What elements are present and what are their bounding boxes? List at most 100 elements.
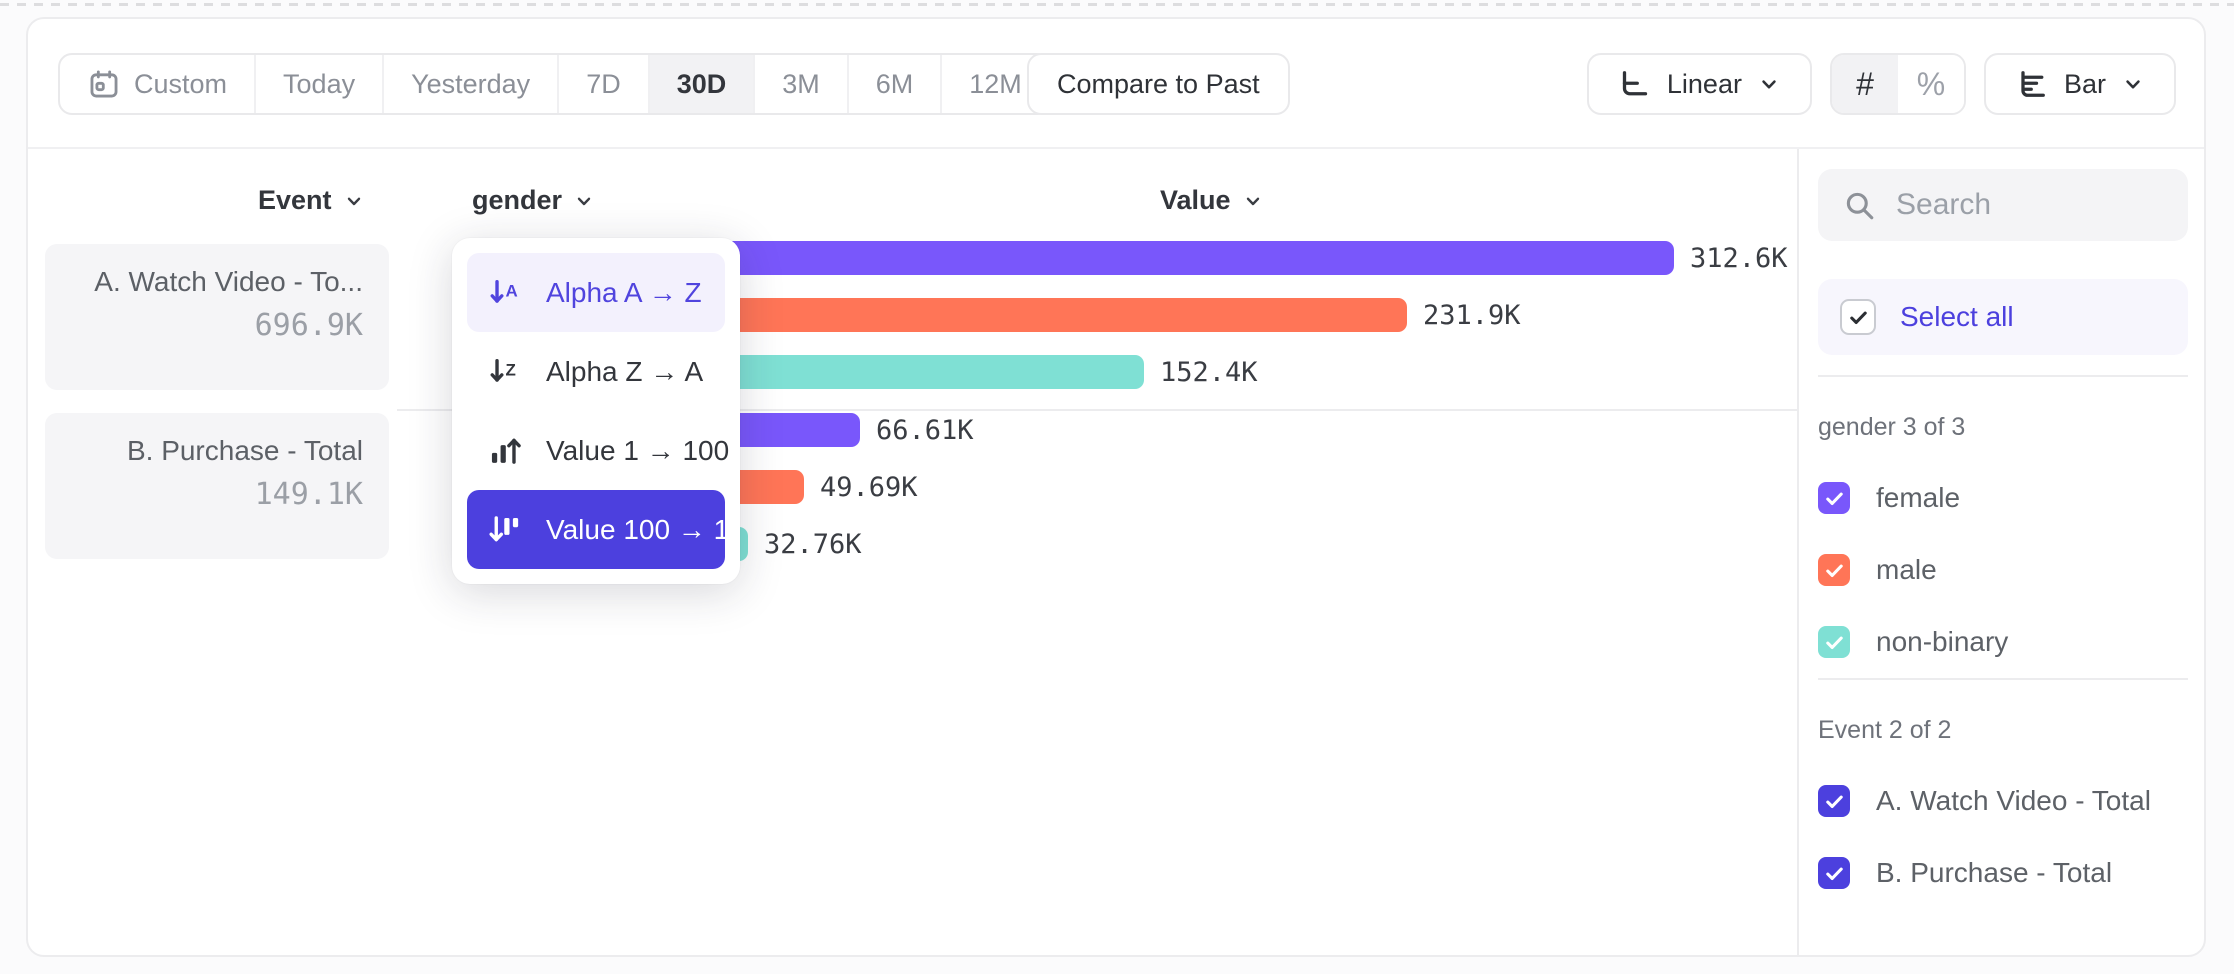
bar-female[interactable] xyxy=(640,241,1674,275)
chevron-down-icon xyxy=(572,189,596,213)
sort-option-label: Value 1 → 100 xyxy=(546,434,730,466)
checkbox-male[interactable] xyxy=(1818,554,1850,586)
filter-item-label: female xyxy=(1876,482,1961,513)
chart-type-dropdown-button[interactable]: Bar xyxy=(1983,53,2176,115)
sort-option-alpha-z-a[interactable]: Z Alpha Z → A xyxy=(467,332,725,411)
bar-value-label: 49.69K xyxy=(820,471,918,503)
event-card-total: 696.9K xyxy=(254,308,363,343)
date-range-yesterday[interactable]: Yesterday xyxy=(384,55,560,113)
sort-dropdown-menu: A Alpha A → Z Z Alpha Z → A Value 1 → 100 Val… xyxy=(452,238,740,584)
svg-text:Z: Z xyxy=(506,360,516,379)
report-body: Event gender Value A. Watch Video - To..… xyxy=(28,149,2204,955)
bar-male[interactable] xyxy=(640,298,1407,332)
toolbar: Custom Today Yesterday 7D 30D 3M 6M 12M Compare… xyxy=(28,19,2204,149)
filter-sidebar: Select all gender 3 of 3 female male non-bi… xyxy=(1797,149,2204,955)
absolute-values-button[interactable]: # xyxy=(1831,55,1898,113)
date-range-label: 3M xyxy=(782,68,820,99)
date-range-6m[interactable]: 6M xyxy=(849,55,943,113)
date-range-custom[interactable]: Custom xyxy=(60,55,257,113)
sort-option-label: Value 100 → 1 xyxy=(546,513,730,545)
event-card-a-watch-video-to[interactable]: A. Watch Video - To... 696.9K xyxy=(45,244,389,390)
event-card-name: B. Purchase - Total xyxy=(126,435,363,466)
filter-group-title-event-2-of-2: Event 2 of 2 xyxy=(1818,716,1952,744)
linear-axis-icon xyxy=(1617,66,1653,102)
report-card: Custom Today Yesterday 7D 30D 3M 6M 12M Compare… xyxy=(26,17,2206,957)
value-header-label: Value xyxy=(1160,185,1231,215)
event-header-label: Event xyxy=(258,185,332,215)
breakdown-column-header[interactable]: gender xyxy=(472,185,596,216)
value-column-header[interactable]: Value xyxy=(1160,185,1265,216)
event-card-total: 149.1K xyxy=(254,477,363,512)
search-box xyxy=(1818,169,2188,241)
select-all-label: Select all xyxy=(1900,301,2014,332)
filter-group-title-gender-3-of-3: gender 3 of 3 xyxy=(1818,413,1966,441)
bar-value-label: 152.4K xyxy=(1160,356,1258,388)
sidebar-divider xyxy=(1818,375,2188,377)
filter-item-label: male xyxy=(1876,554,1937,585)
filter-item-a-watch-video-total[interactable]: A. Watch Video - Total xyxy=(1818,785,2188,817)
svg-text:A: A xyxy=(506,281,518,300)
compare-to-past-button[interactable]: Compare to Past xyxy=(1027,53,1290,115)
filter-item-male[interactable]: male xyxy=(1818,554,2188,586)
sort-option-label: Alpha A → Z xyxy=(546,276,702,308)
search-input[interactable] xyxy=(1896,188,2164,222)
date-range-picker: Custom Today Yesterday 7D 30D 3M 6M 12M xyxy=(58,53,1051,115)
date-range-7d[interactable]: 7D xyxy=(559,55,650,113)
event-column-header[interactable]: Event xyxy=(258,185,366,216)
percent-icon: % xyxy=(1916,65,1946,102)
date-range-label: Today xyxy=(283,68,356,99)
checkbox-female[interactable] xyxy=(1818,482,1850,514)
date-range-label: 6M xyxy=(875,68,914,99)
select-all-checkbox[interactable] xyxy=(1840,299,1876,335)
sort-alpha-desc-icon: Z xyxy=(487,353,524,390)
sort-option-alpha-a-z[interactable]: A Alpha A → Z xyxy=(467,253,725,332)
filter-item-label: non-binary xyxy=(1876,626,2009,657)
date-range-label: 30D xyxy=(676,68,727,99)
bar-row-a-watch-video-total-male: 231.9K xyxy=(640,298,1521,332)
scale-dropdown-button[interactable]: Linear xyxy=(1586,53,1812,115)
date-range-3m[interactable]: 3M xyxy=(755,55,849,113)
value-mode-toggle: # % xyxy=(1829,53,1966,115)
checkbox-b-purchase-total[interactable] xyxy=(1818,857,1850,889)
date-range-12m[interactable]: 12M xyxy=(942,55,1049,113)
bar-value-label: 32.76K xyxy=(764,528,862,560)
sort-option-value-100-1[interactable]: Value 100 → 1 xyxy=(467,490,729,569)
date-range-label: 7D xyxy=(586,68,621,99)
group-divider xyxy=(397,409,1797,411)
checkbox-a-watch-video-total[interactable] xyxy=(1818,785,1850,817)
percent-values-button[interactable]: % xyxy=(1897,55,1964,113)
bar-value-label: 231.9K xyxy=(1423,299,1521,331)
checkbox-non-binary[interactable] xyxy=(1818,626,1850,658)
date-range-today[interactable]: Today xyxy=(256,55,385,113)
filter-item-b-purchase-total[interactable]: B. Purchase - Total xyxy=(1818,857,2188,889)
sort-value-asc-icon xyxy=(487,432,524,469)
toolbar-right-group: Linear # % Bar xyxy=(1586,53,2176,115)
bar-value-label: 312.6K xyxy=(1690,242,1788,274)
date-range-label: Custom xyxy=(134,68,228,99)
select-all-row[interactable]: Select all xyxy=(1818,279,2188,355)
scale-label: Linear xyxy=(1666,68,1742,99)
chart-type-label: Bar xyxy=(2063,68,2106,99)
sort-value-desc-icon xyxy=(487,511,524,548)
date-range-30d[interactable]: 30D xyxy=(649,55,756,113)
bar-value-label: 66.61K xyxy=(876,414,974,446)
chevron-down-icon xyxy=(342,189,366,213)
chevron-down-icon xyxy=(1756,71,1782,97)
sidebar-divider xyxy=(1818,678,2188,680)
event-card-b-purchase-total[interactable]: B. Purchase - Total 149.1K xyxy=(45,413,389,559)
sort-alpha-asc-icon: A xyxy=(487,274,524,311)
filter-item-label: A. Watch Video - Total xyxy=(1876,785,2151,816)
filter-item-non-binary[interactable]: non-binary xyxy=(1818,626,2188,658)
filter-item-label: B. Purchase - Total xyxy=(1876,857,2113,888)
date-range-label: Yesterday xyxy=(411,68,531,99)
filter-item-female[interactable]: female xyxy=(1818,482,2188,514)
event-card-name: A. Watch Video - To... xyxy=(94,266,363,297)
bar-row-a-watch-video-total-female: 312.6K xyxy=(640,241,1788,275)
sort-option-label: Alpha Z → A xyxy=(546,355,704,387)
page-top-dotted-edge xyxy=(0,3,2234,6)
filter-groups: gender 3 of 3 female male non-binary Event 2… xyxy=(1818,375,2188,889)
calendar-icon xyxy=(87,67,121,101)
chevron-down-icon xyxy=(1241,189,1265,213)
sort-option-value-1-100[interactable]: Value 1 → 100 xyxy=(467,411,729,490)
breakdown-header-label: gender xyxy=(472,185,563,215)
